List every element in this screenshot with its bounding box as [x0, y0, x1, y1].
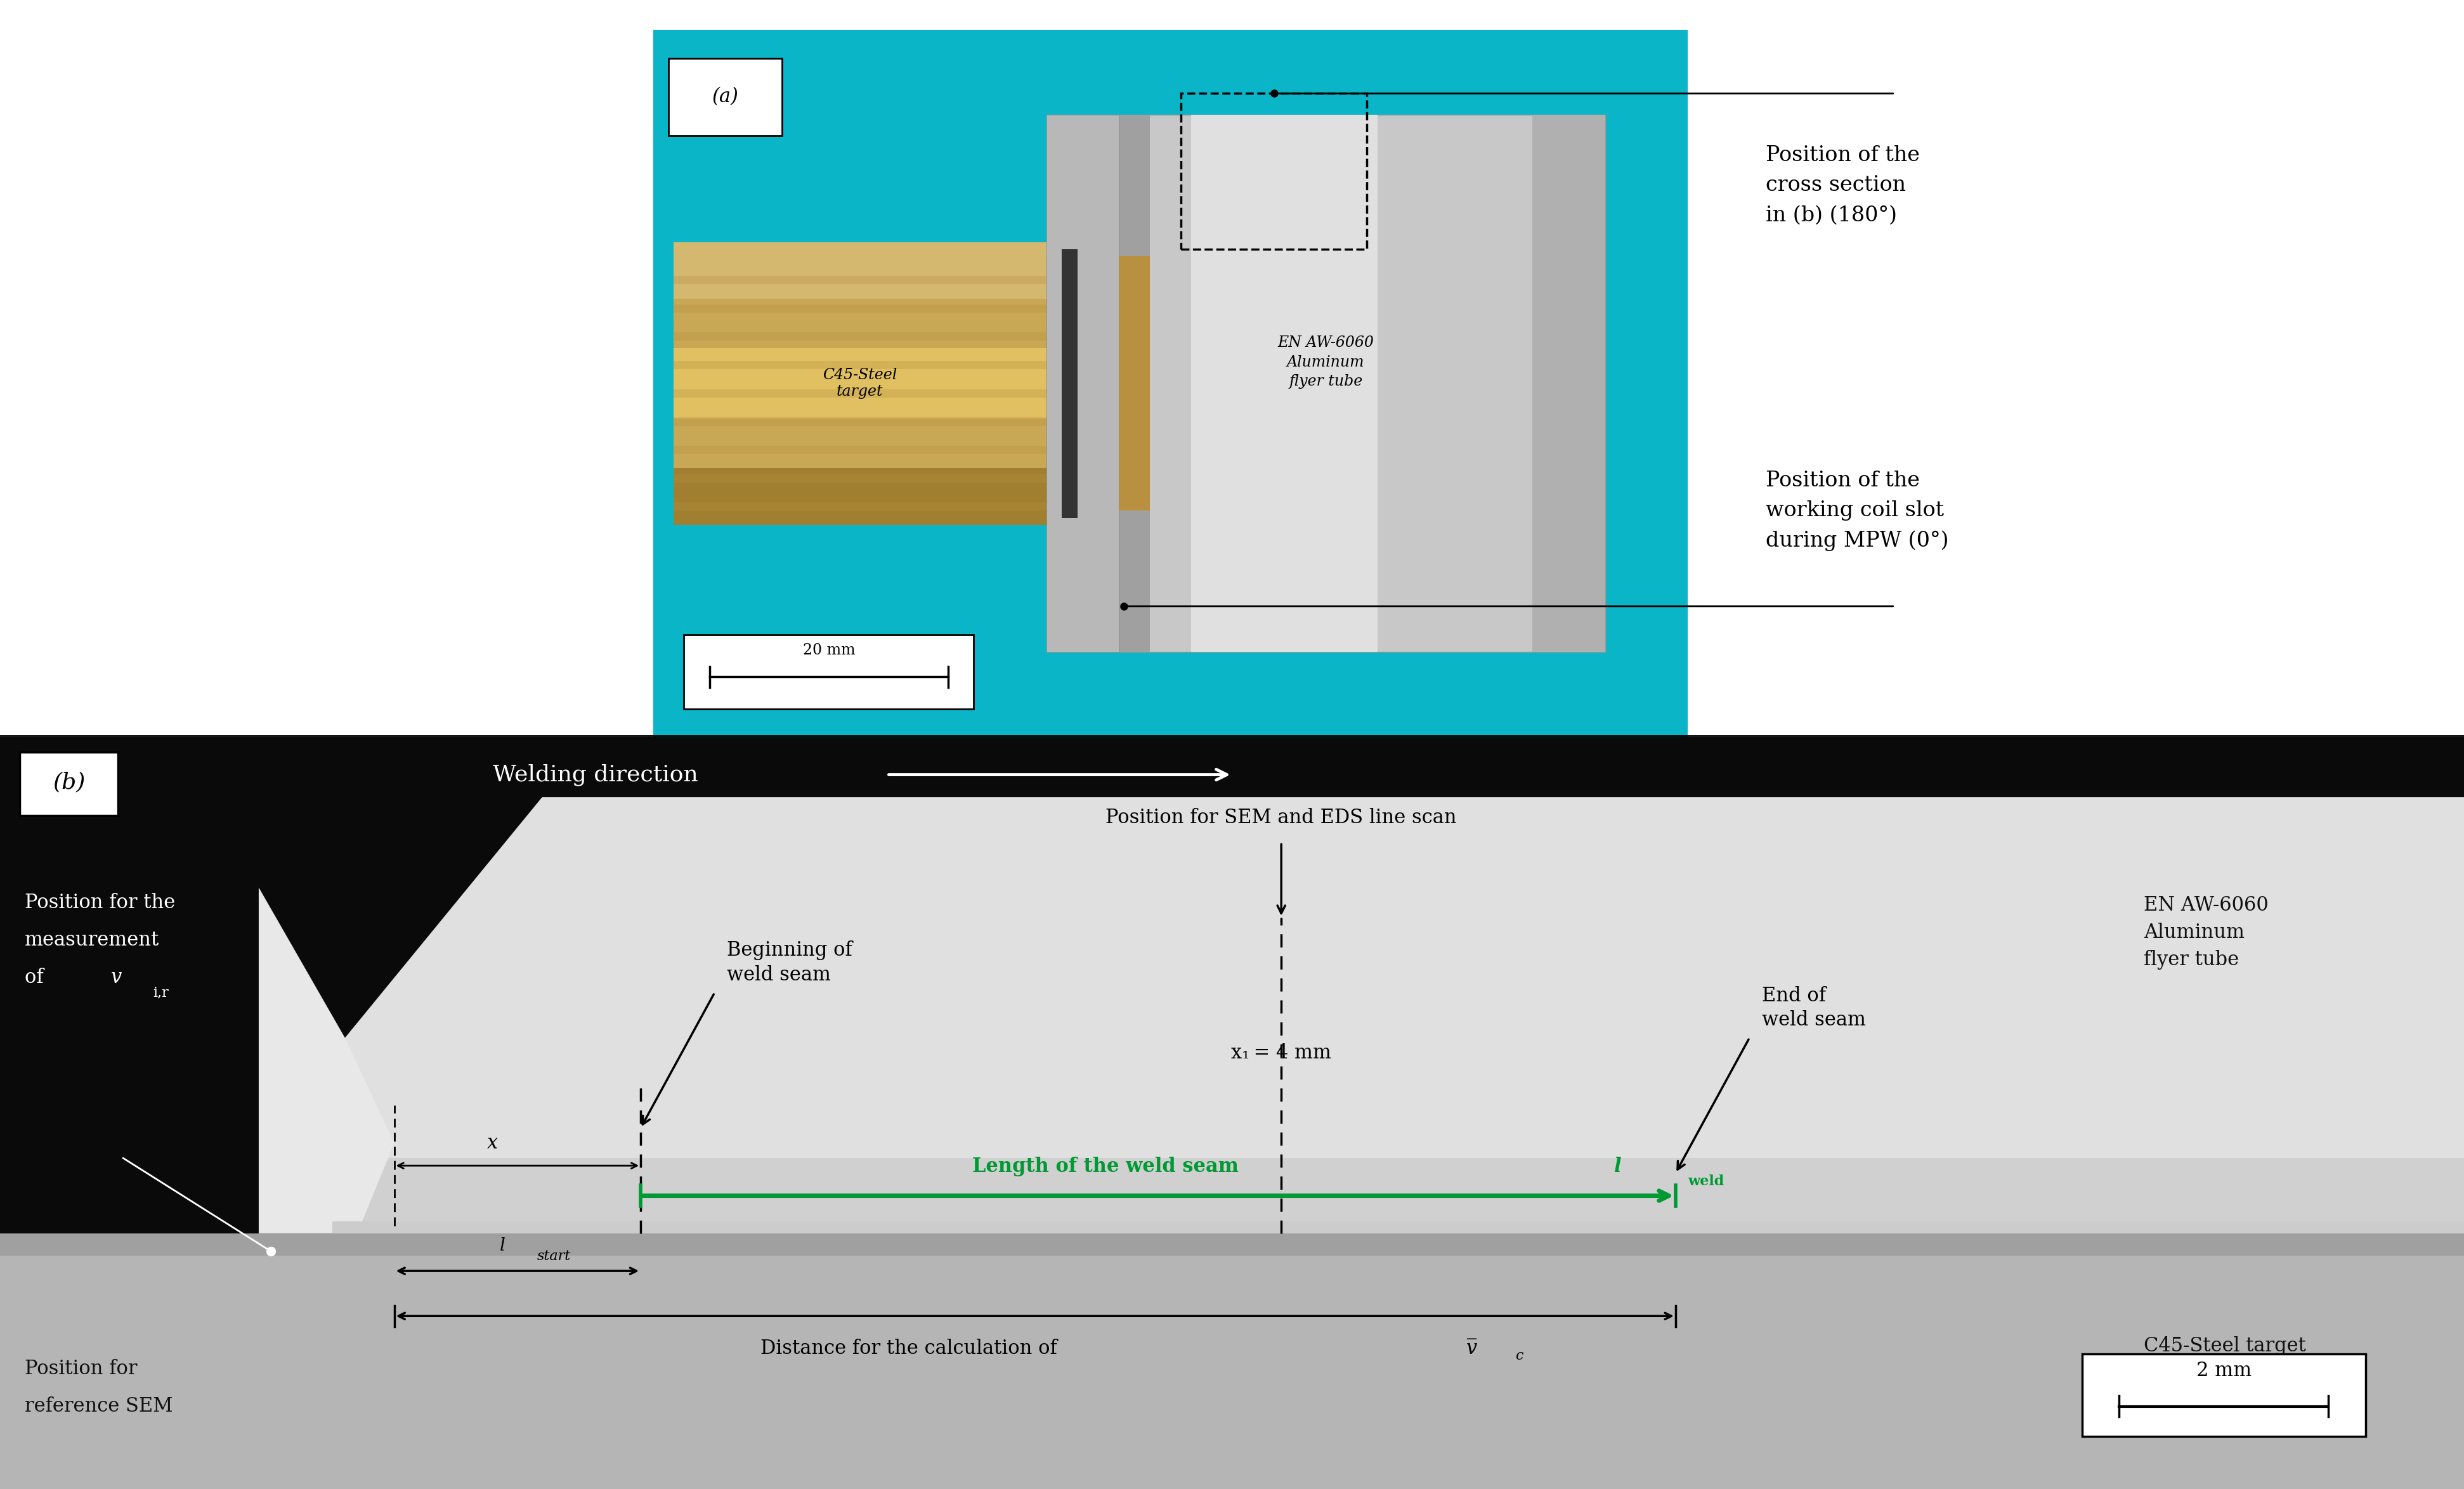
Text: start: start — [537, 1249, 572, 1263]
Text: Position for: Position for — [25, 1359, 138, 1379]
Text: l: l — [500, 1237, 505, 1254]
Text: Distance for the calculation of: Distance for the calculation of — [761, 1339, 1062, 1358]
Polygon shape — [673, 241, 1087, 526]
Text: End of
weld seam: End of weld seam — [1762, 986, 1865, 1030]
Text: v: v — [111, 968, 121, 987]
Polygon shape — [1047, 115, 1604, 652]
Text: of: of — [25, 968, 49, 987]
Polygon shape — [673, 241, 1087, 298]
Text: 2 mm: 2 mm — [2195, 1361, 2252, 1380]
Polygon shape — [0, 1233, 2464, 1255]
Polygon shape — [673, 445, 1087, 454]
Polygon shape — [345, 1158, 2464, 1233]
Text: Length of the weld seam: Length of the weld seam — [973, 1157, 1244, 1176]
Text: EN AW-6060
Aluminum
flyer tube: EN AW-6060 Aluminum flyer tube — [2144, 895, 2269, 969]
Text: C45-Steel target: C45-Steel target — [2144, 1336, 2306, 1356]
Bar — [668, 58, 784, 135]
Polygon shape — [0, 737, 2464, 1489]
Bar — [2082, 1354, 2365, 1437]
Bar — [685, 634, 973, 709]
Polygon shape — [673, 389, 1087, 398]
Text: l: l — [1614, 1157, 1621, 1176]
Polygon shape — [673, 360, 1087, 369]
Polygon shape — [1047, 256, 1151, 511]
Text: (a): (a) — [712, 88, 739, 107]
Bar — [1180, 94, 1368, 249]
Text: x₁ = 4 mm: x₁ = 4 mm — [1232, 1042, 1331, 1063]
Text: x: x — [488, 1133, 498, 1152]
Text: v̅: v̅ — [1466, 1339, 1476, 1358]
Text: reference SEM: reference SEM — [25, 1397, 172, 1416]
Bar — [20, 752, 118, 816]
Text: Position of the
cross section
in (b) (180°): Position of the cross section in (b) (18… — [1764, 146, 1919, 225]
Polygon shape — [653, 30, 1688, 737]
Text: Position for the: Position for the — [25, 892, 175, 913]
Polygon shape — [673, 275, 1087, 284]
Text: measurement: measurement — [25, 931, 160, 950]
Text: Position of the
working coil slot
during MPW (0°): Position of the working coil slot during… — [1764, 471, 1949, 551]
Polygon shape — [673, 417, 1087, 426]
Polygon shape — [0, 737, 333, 1233]
Polygon shape — [1047, 115, 1119, 652]
Polygon shape — [259, 887, 394, 1233]
Polygon shape — [673, 304, 1087, 313]
Polygon shape — [673, 474, 1087, 482]
Polygon shape — [1047, 115, 1151, 652]
Polygon shape — [673, 502, 1087, 511]
Text: Position for SEM and EDS line scan: Position for SEM and EDS line scan — [1106, 807, 1456, 828]
Polygon shape — [673, 348, 1087, 418]
Text: C45-Steel
target: C45-Steel target — [823, 368, 897, 399]
Text: Beginning of
weld seam: Beginning of weld seam — [727, 941, 853, 984]
Text: i,r: i,r — [153, 986, 168, 999]
Polygon shape — [0, 1233, 2464, 1489]
Text: Welding direction: Welding direction — [493, 764, 697, 786]
Text: (b): (b) — [52, 771, 86, 794]
Polygon shape — [333, 1221, 2464, 1233]
Text: c: c — [1515, 1349, 1523, 1362]
Polygon shape — [673, 332, 1087, 341]
Polygon shape — [1062, 249, 1077, 518]
Polygon shape — [673, 468, 1087, 526]
Text: 20 mm: 20 mm — [803, 643, 855, 658]
Text: EN AW-6060
Aluminum
flyer tube: EN AW-6060 Aluminum flyer tube — [1276, 335, 1375, 389]
Polygon shape — [345, 797, 2464, 1233]
Text: weld: weld — [1688, 1175, 1725, 1188]
Polygon shape — [1190, 115, 1377, 652]
Polygon shape — [1533, 115, 1604, 652]
